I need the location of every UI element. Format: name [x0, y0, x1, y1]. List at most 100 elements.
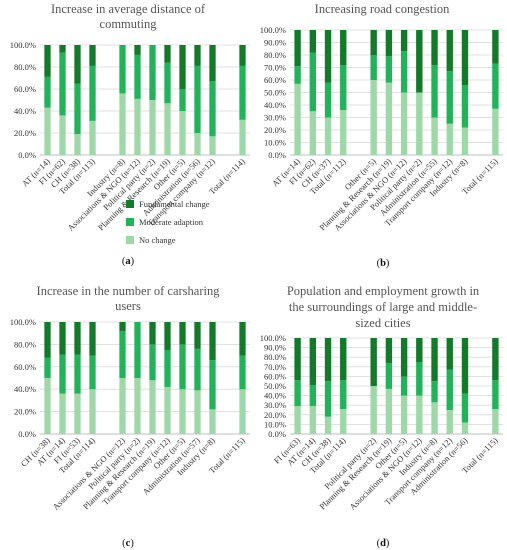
panel-b: Increasing road congestion 0.0% 10.0% 20.0…	[260, 2, 503, 269]
bar-segment-a-1-0	[59, 115, 66, 155]
legend-swatch	[126, 200, 134, 208]
bar-segment-a-13-0	[239, 119, 246, 155]
panel-c-plot: 0.0%20.0%40.0%60.0%80.0%100.0%CH (n=38)A…	[10, 317, 250, 512]
bar-segment-c-1-0	[59, 393, 66, 434]
bar-segment-c-2-1	[74, 354, 81, 394]
bar-segment-b-13-0	[492, 108, 499, 155]
bar-segment-b-1-2	[309, 30, 317, 53]
bar-segment-b-9-0	[431, 117, 438, 155]
bar-segment-b-6-2	[385, 30, 393, 57]
bar-segment-c-8-2	[164, 322, 171, 350]
bar-segment-d-2-2	[324, 338, 332, 382]
bar-segment-b-13-2	[492, 30, 499, 64]
panel-a-title-line-2: commuting	[100, 17, 158, 31]
y-tick-label: 0.0%	[268, 429, 286, 439]
bar-segment-c-13-1	[239, 355, 246, 390]
y-tick-label: 40.0%	[264, 100, 286, 110]
bar-segment-d-3-0	[340, 409, 347, 434]
bar-segment-a-6-1	[134, 54, 141, 99]
bar-segment-c-9-2	[179, 322, 186, 345]
bar-segment-d-5-2	[370, 338, 377, 386]
bar-segment-b-9-2	[431, 30, 438, 65]
y-tick-label: 0.0%	[18, 429, 36, 439]
bar-segment-b-0-2	[294, 30, 301, 67]
panel-d-label: (d)	[377, 538, 390, 549]
bar-segment-c-0-0	[44, 378, 51, 434]
bar-segment-c-5-2	[119, 322, 126, 331]
bar-segment-c-8-1	[164, 350, 171, 387]
bar-segment-d-9-0	[431, 402, 438, 434]
y-tick-label: 10.0%	[264, 419, 286, 429]
bar-segment-d-11-2	[461, 338, 469, 394]
bar-segment-d-3-2	[340, 338, 347, 381]
bar-segment-b-2-2	[324, 30, 332, 83]
bar-segment-b-1-0	[309, 111, 317, 155]
y-tick-label: 40.0%	[14, 384, 36, 394]
y-tick-label: 100.0%	[260, 25, 286, 35]
bar-segment-d-10-2	[446, 338, 453, 370]
bar-segment-a-5-0	[119, 93, 126, 155]
bar-segment-c-9-0	[179, 389, 186, 434]
y-tick-label: 80.0%	[264, 50, 286, 60]
bar-segment-a-2-1	[74, 83, 81, 135]
panel-d-title-line-2: the surroundings of large and middle-	[289, 300, 477, 314]
panel-b-title-line-1: Increasing road congestion	[315, 2, 450, 16]
bar-segment-b-11-2	[461, 30, 469, 85]
bar-segment-c-10-1	[194, 348, 201, 391]
bar-segment-d-13-2	[492, 338, 499, 381]
bar-segment-a-9-1	[179, 89, 186, 111]
bar-segment-c-5-1	[119, 330, 126, 378]
bar-segment-a-11-2	[209, 45, 216, 82]
y-tick-label: 100.0%	[10, 40, 36, 50]
bar-segment-d-6-2	[385, 338, 393, 363]
bar-segment-d-6-1	[385, 362, 393, 389]
bar-segment-d-13-1	[492, 380, 499, 410]
bar-segment-c-7-0	[149, 380, 156, 434]
bar-segment-b-5-2	[370, 30, 377, 55]
bar-segment-c-3-1	[89, 355, 96, 390]
bar-segment-b-11-0	[461, 127, 469, 155]
bar-segment-a-3-2	[89, 45, 96, 66]
bar-segment-b-1-1	[309, 52, 317, 112]
bar-segment-a-8-1	[164, 62, 171, 104]
panel-c: Increase in the number of carsharing use…	[10, 284, 250, 549]
bar-segment-c-2-2	[74, 322, 81, 355]
bar-segment-c-13-2	[239, 322, 246, 356]
bar-segment-a-10-0	[194, 133, 201, 155]
bar-segment-c-3-0	[89, 389, 96, 434]
y-tick-label: 60.0%	[14, 362, 36, 372]
bar-segment-d-1-1	[309, 385, 317, 407]
bar-segment-d-8-1	[416, 362, 423, 396]
bar-segment-c-0-1	[44, 357, 51, 378]
y-tick-label: 100.0%	[260, 333, 286, 343]
bar-segment-d-7-0	[400, 395, 408, 434]
y-tick-label: 80.0%	[264, 352, 286, 362]
bar-segment-d-11-0	[461, 422, 469, 434]
bar-segment-c-11-2	[209, 322, 216, 361]
legend: Fundamental change Moderate adaption No ch…	[126, 199, 210, 245]
bar-segment-b-3-2	[340, 30, 347, 65]
bar-segment-c-7-2	[149, 322, 156, 345]
bar-segment-a-7-0	[149, 100, 156, 155]
bar-segment-a-2-2	[74, 45, 81, 84]
y-tick-label: 70.0%	[264, 362, 286, 372]
panel-c-title-line-2: users	[115, 299, 141, 313]
bar-segment-d-13-0	[492, 409, 499, 434]
y-tick-label: 70.0%	[264, 63, 286, 73]
bar-segment-a-7-1	[149, 45, 156, 100]
bar-segment-b-3-1	[340, 65, 347, 110]
bar-segment-a-1-1	[59, 52, 66, 116]
bar-segment-d-9-1	[431, 381, 438, 403]
bar-segment-a-9-2	[179, 45, 186, 89]
bar-segment-d-2-0	[324, 416, 332, 434]
panel-d-title-line-3: sized cities	[355, 316, 410, 330]
legend-label: Moderate adaption	[139, 217, 204, 227]
bar-segment-a-11-1	[209, 81, 216, 137]
bar-segment-d-5-0	[370, 386, 377, 434]
panel-b-label: (b)	[377, 258, 390, 269]
bar-segment-a-9-0	[179, 111, 186, 155]
y-tick-label: 100.0%	[10, 317, 36, 327]
bar-segment-a-6-2	[134, 45, 141, 55]
bar-segment-b-11-1	[461, 85, 469, 128]
bar-segment-c-1-1	[59, 354, 66, 394]
